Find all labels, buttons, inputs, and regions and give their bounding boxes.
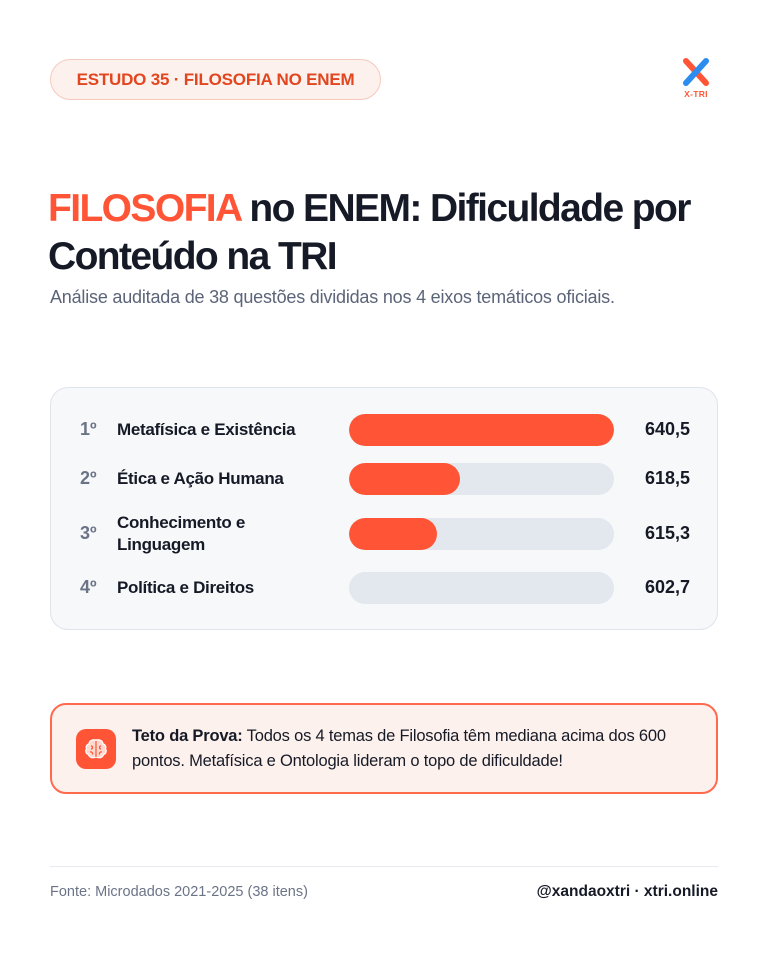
category-label: Metafísica e Existência	[117, 420, 296, 439]
value-label: 602,7	[644, 577, 690, 597]
callout-body: Todos os 4 temas de Filosofia têm median…	[132, 727, 666, 770]
x-tri-logo: X-TRI	[676, 56, 716, 102]
data-source: Fonte: Microdados 2021-2025 (38 itens)	[50, 884, 308, 900]
ranking-chart: 1º Metafísica e Existência 640,5 2º Ética e …	[50, 387, 718, 630]
rank-label: 2º	[80, 468, 97, 488]
chart-row: 2º Ética e Ação Humana 618,5	[51, 459, 719, 499]
rank-label: 1º	[80, 419, 97, 439]
rank-label: 3º	[80, 523, 97, 543]
social-handle: @xandaoxtri · xtri.online	[536, 883, 718, 900]
logo-wordmark: X-TRI	[684, 89, 708, 99]
page-title: FILOSOFIA no ENEM: Dificuldade por Conte…	[48, 185, 738, 281]
category-label: Ética e Ação Humana	[117, 469, 284, 488]
callout-bold: Teto da Prova:	[132, 727, 243, 745]
value-label: 640,5	[644, 419, 690, 439]
bar-track	[349, 518, 614, 550]
rank-label: 4º	[80, 577, 97, 597]
brain-icon	[76, 729, 116, 769]
bar	[349, 463, 460, 495]
bar	[349, 518, 438, 550]
category-label: Política e Direitos	[117, 578, 254, 597]
footer-divider	[50, 866, 718, 867]
title-accent: FILOSOFIA	[48, 187, 242, 230]
bar	[349, 414, 614, 446]
chart-row: 4º Política e Direitos 602,7	[51, 568, 719, 608]
bar-track	[349, 414, 614, 446]
chart-row: 1º Metafísica e Existência 640,5	[51, 410, 719, 450]
bar-track	[349, 572, 614, 604]
title-rest: no ENEM: Dificuldade por Conteúdo na TRI	[48, 187, 691, 278]
study-badge: ESTUDO 35 · FILOSOFIA NO ENEM	[50, 59, 381, 100]
callout-text: Teto da Prova: Todos os 4 temas de Filos…	[132, 724, 702, 774]
value-label: 618,5	[644, 468, 690, 488]
page-subtitle: Análise auditada de 38 questões dividida…	[50, 287, 615, 307]
category-label: Conhecimento e Linguagem	[117, 513, 246, 554]
x-logo-icon	[683, 58, 709, 86]
info-callout: Teto da Prova: Todos os 4 temas de Filos…	[50, 703, 718, 794]
chart-row: 3º Conhecimento e Linguagem 615,3	[51, 513, 719, 554]
value-label: 615,3	[644, 523, 690, 543]
bar-track	[349, 463, 614, 495]
